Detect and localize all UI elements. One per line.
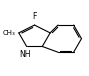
Text: CH₃: CH₃ xyxy=(3,30,15,36)
Text: F: F xyxy=(32,12,37,21)
Text: NH: NH xyxy=(19,50,31,59)
